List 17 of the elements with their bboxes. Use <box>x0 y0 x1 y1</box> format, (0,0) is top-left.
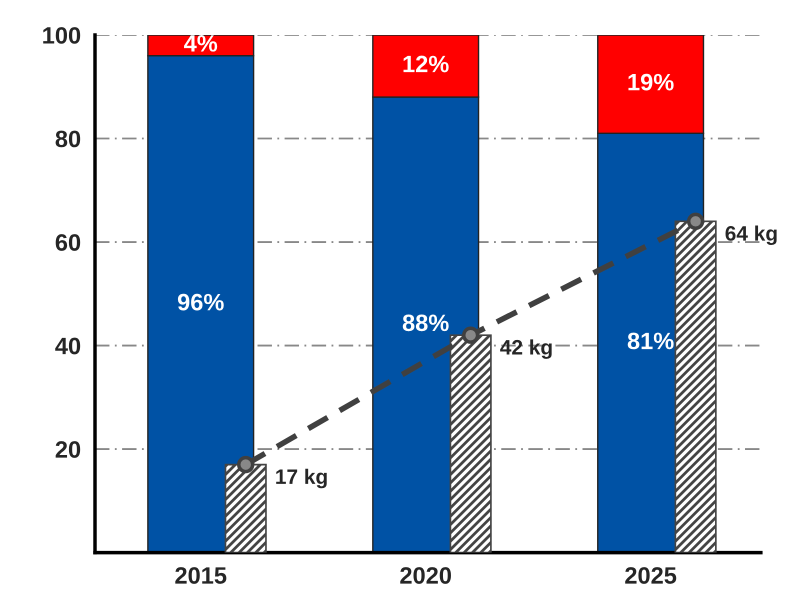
data-label: 96% <box>178 294 224 310</box>
x-tick-label: 2020 <box>400 567 451 584</box>
data-label: 88% <box>402 314 449 332</box>
y-tick-label: 80 <box>56 130 80 148</box>
data-label: 81% <box>628 332 674 350</box>
x-tick-label: 2015 <box>175 567 226 584</box>
data-label: 17 kg <box>276 468 327 488</box>
y-tick-label: 100 <box>43 27 80 44</box>
y-tick-label: 60 <box>56 234 80 251</box>
data-label: 12% <box>404 56 449 72</box>
data-label: 64 kg <box>726 226 777 246</box>
y-tick-label: 20 <box>56 441 80 458</box>
data-label: 19% <box>628 74 674 91</box>
data-label: 4% <box>184 35 218 52</box>
data-label: 42 kg <box>500 339 552 359</box>
x-tick-label: 2025 <box>625 567 676 584</box>
y-tick-label: 40 <box>55 338 80 354</box>
